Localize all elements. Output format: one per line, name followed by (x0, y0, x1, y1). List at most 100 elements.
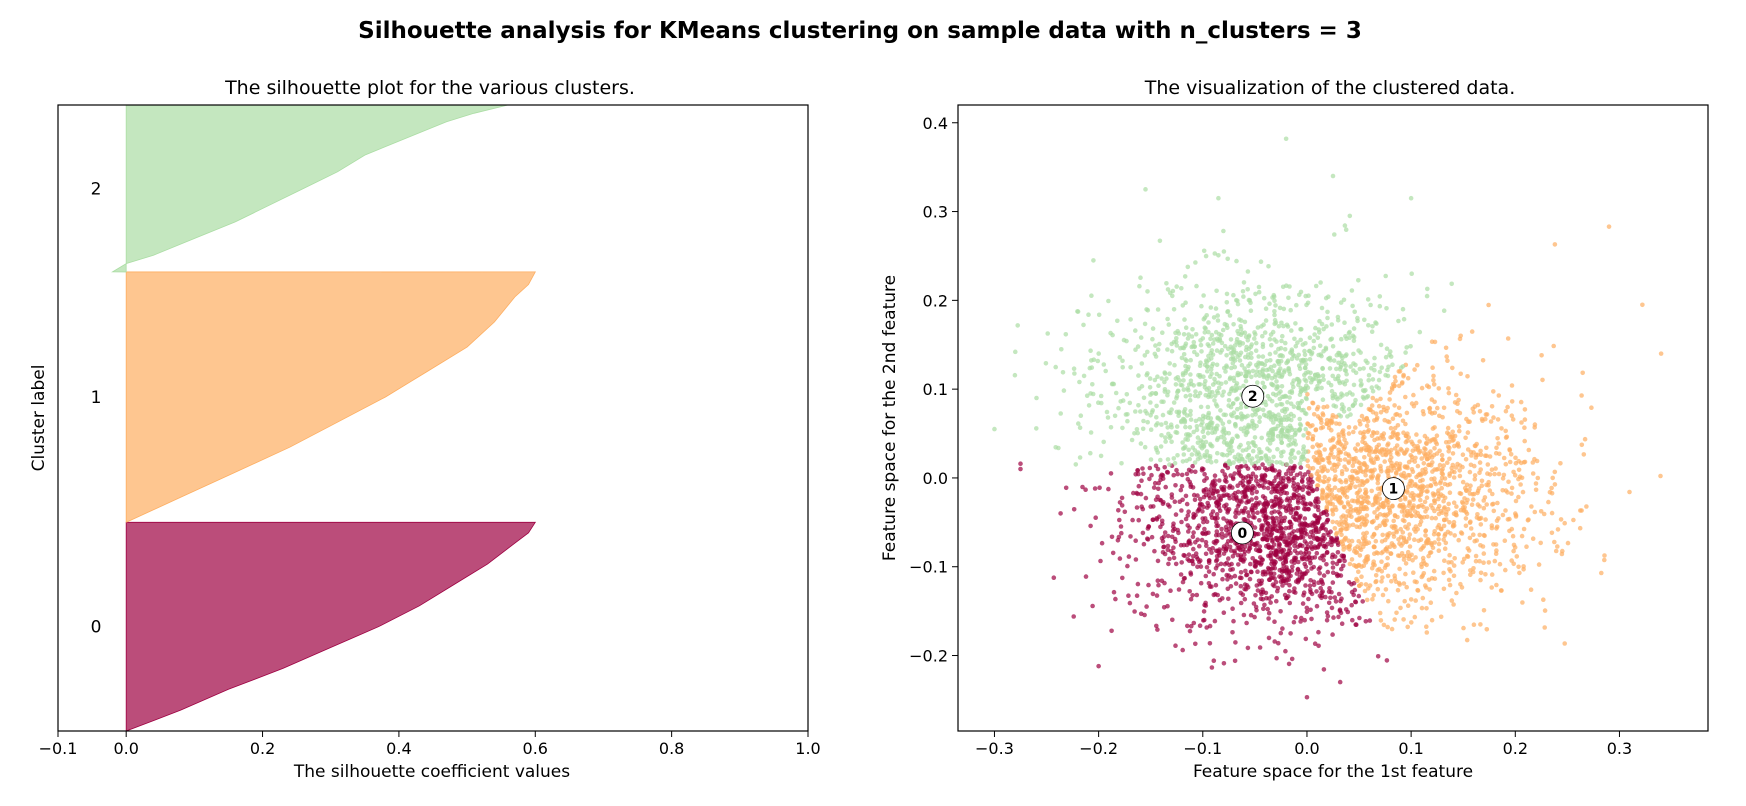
scatter-point (1350, 522, 1356, 528)
scatter-point (1378, 410, 1384, 415)
scatter-point (1334, 414, 1339, 420)
scatter-point (1300, 475, 1305, 480)
scatter-point (1375, 586, 1381, 592)
scatter-point (1244, 487, 1250, 493)
scatter-point (1371, 460, 1377, 466)
scatter-point (1261, 384, 1267, 390)
scatter-point (1127, 400, 1133, 406)
scatter-point (1274, 655, 1279, 661)
scatter-point (1505, 336, 1511, 341)
scatter-point (1261, 606, 1266, 612)
scatter-point (1155, 627, 1160, 632)
scatter-point (1377, 512, 1383, 517)
scatter-point (1183, 516, 1189, 522)
scatter-point (1450, 462, 1456, 468)
scatter-point (1147, 465, 1153, 471)
scatter-point (1571, 517, 1576, 523)
scatter-point (1186, 387, 1191, 393)
scatter-point (1282, 368, 1287, 373)
scatter-point (1078, 413, 1084, 419)
scatter-point (1188, 378, 1194, 384)
scatter-point (1216, 385, 1222, 391)
scatter-point (1494, 582, 1499, 588)
scatter-point (1342, 464, 1347, 470)
scatter-point (1445, 460, 1450, 466)
scatter-point (1165, 533, 1171, 539)
scatter-point (1203, 392, 1208, 398)
scatter-point (1313, 427, 1319, 432)
scatter-point (1232, 573, 1238, 579)
scatter-point (1238, 405, 1244, 410)
scatter-point (1206, 530, 1211, 536)
scatter-point (1316, 449, 1322, 454)
scatter-point (1155, 450, 1160, 455)
scatter-point (1317, 571, 1322, 576)
scatter-point (1467, 469, 1473, 475)
scatter-point (1104, 409, 1110, 415)
scatter-point (1521, 564, 1526, 569)
scatter-point (1245, 269, 1251, 274)
scatter-point (1309, 502, 1314, 507)
scatter-point (1260, 597, 1266, 602)
scatter-point (1148, 457, 1154, 462)
scatter-point (1250, 503, 1256, 508)
scatter-point (1327, 460, 1332, 466)
scatter-point (1315, 518, 1321, 523)
scatter-point (1407, 544, 1413, 549)
scatter-point (1396, 318, 1401, 324)
scatter-point (1310, 400, 1316, 406)
scatter-point (1532, 509, 1538, 515)
scatter-point (1289, 522, 1294, 527)
scatter-point (1321, 404, 1326, 410)
scatter-point (1229, 440, 1234, 445)
scatter-point (1142, 321, 1148, 327)
scatter-point (1419, 564, 1424, 570)
scatter-point (1241, 294, 1246, 299)
scatter-point (1397, 502, 1403, 508)
scatter-point (1131, 490, 1136, 496)
scatter-point (1377, 610, 1383, 616)
scatter-point (1339, 521, 1345, 527)
scatter-point (1255, 510, 1260, 515)
scatter-point (1185, 264, 1191, 270)
scatter-point (1232, 364, 1238, 370)
scatter-point (1512, 473, 1518, 478)
scatter-point (1419, 605, 1425, 611)
scatter-point (1553, 548, 1559, 554)
scatter-point (1185, 336, 1191, 341)
scatter-point (1246, 452, 1251, 458)
scatter-point (1208, 416, 1214, 421)
scatter-point (1415, 504, 1421, 510)
scatter-point (1517, 474, 1523, 480)
scatter-point (1188, 417, 1194, 422)
scatter-point (1179, 560, 1184, 565)
scatter-point (1441, 523, 1447, 529)
scatter-point (1182, 445, 1187, 451)
scatter-point (1332, 391, 1338, 397)
scatter-point (1404, 345, 1409, 350)
scatter-point (1310, 423, 1315, 428)
scatter-point (1150, 517, 1156, 522)
scatter-point (1344, 378, 1349, 384)
scatter-point (1155, 466, 1161, 472)
scatter-point (1424, 506, 1430, 511)
scatter-point (1228, 356, 1234, 362)
scatter-point (1160, 473, 1166, 478)
scatter-point (1332, 494, 1337, 500)
scatter-point (1230, 476, 1236, 482)
scatter-point (1477, 532, 1482, 538)
scatter-point (1201, 293, 1206, 298)
scatter-point (1315, 483, 1321, 488)
scatter-point (1205, 404, 1211, 410)
scatter-point (1330, 560, 1336, 566)
scatter-point (1371, 592, 1376, 598)
scatter-point (1369, 475, 1374, 481)
scatter-point (1180, 303, 1186, 308)
scatter-point (1522, 425, 1527, 431)
scatter-point (1207, 454, 1213, 459)
scatter-point (1451, 563, 1457, 568)
scatter-point (1292, 432, 1298, 438)
scatter-point (1214, 503, 1220, 509)
scatter-point (1501, 455, 1507, 461)
scatter-point (1223, 369, 1228, 374)
